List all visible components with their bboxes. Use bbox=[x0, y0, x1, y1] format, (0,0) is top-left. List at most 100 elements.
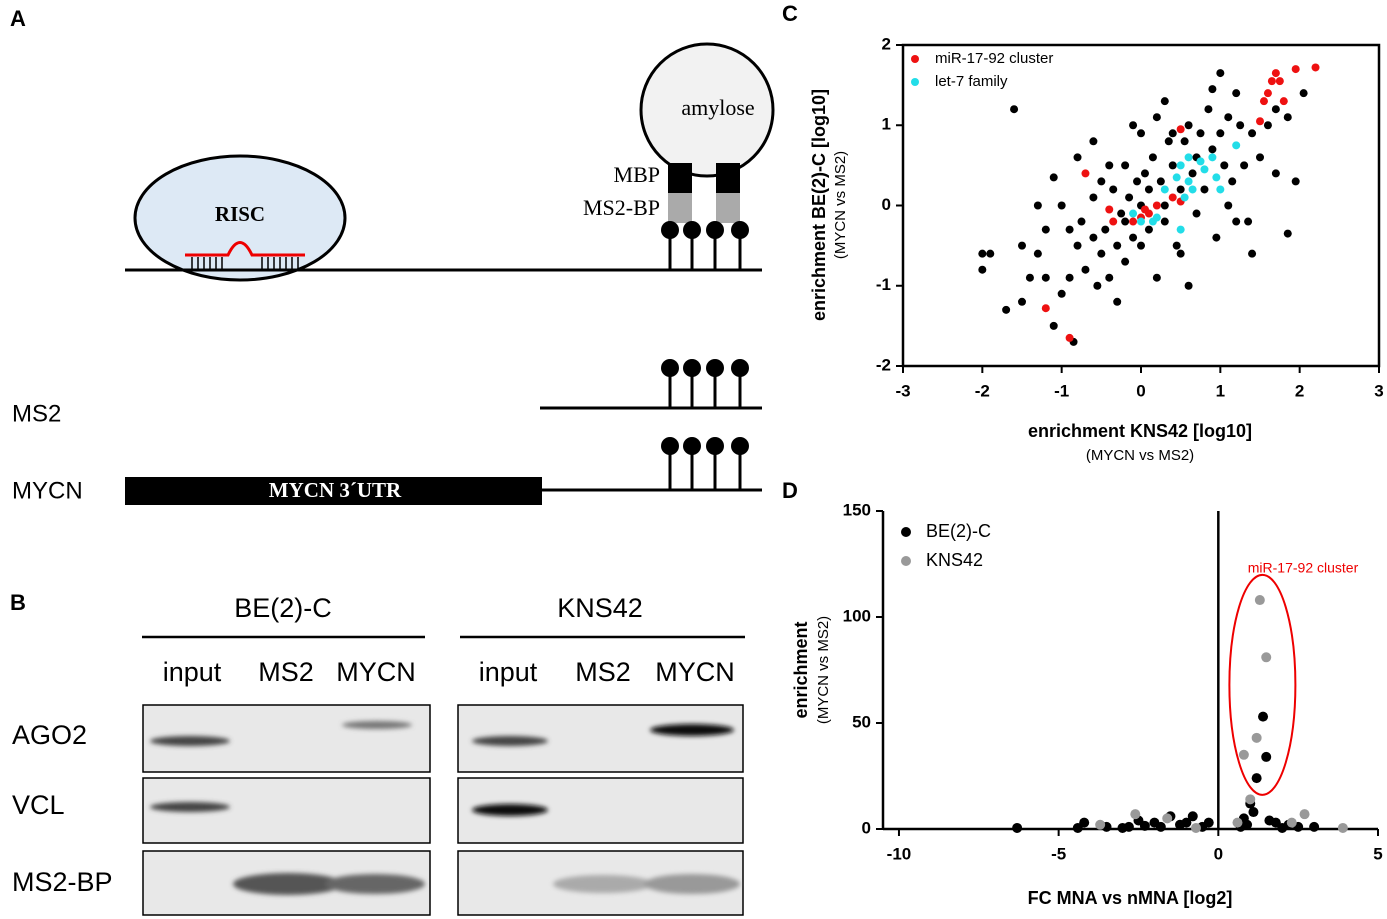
point bbox=[1105, 273, 1114, 282]
point bbox=[1152, 201, 1161, 210]
point bbox=[1258, 711, 1269, 722]
point bbox=[1204, 105, 1213, 114]
band bbox=[342, 721, 412, 729]
loop bbox=[706, 359, 724, 377]
panel-label: B bbox=[10, 590, 26, 615]
point bbox=[1097, 177, 1106, 186]
x-tick-label: 5 bbox=[1373, 844, 1382, 863]
point bbox=[1117, 822, 1128, 833]
base-pairs bbox=[191, 257, 299, 269]
point bbox=[1192, 209, 1201, 218]
point bbox=[1097, 249, 1106, 258]
band bbox=[150, 802, 230, 812]
point bbox=[1057, 201, 1066, 210]
point bbox=[1248, 807, 1259, 818]
point bbox=[1248, 249, 1257, 258]
point bbox=[1172, 241, 1181, 250]
point bbox=[1168, 161, 1177, 170]
band bbox=[553, 875, 653, 893]
point bbox=[1263, 121, 1272, 130]
amylose-label: amylose bbox=[681, 95, 754, 120]
lane-label: input bbox=[163, 657, 222, 687]
point bbox=[1033, 249, 1042, 258]
legend-label: KNS42 bbox=[926, 550, 983, 570]
annotation-ring bbox=[1228, 573, 1297, 796]
point bbox=[1073, 241, 1082, 250]
lane-label: MS2 bbox=[575, 657, 631, 687]
point bbox=[1168, 193, 1177, 202]
y-tick-label: 0 bbox=[862, 818, 871, 837]
band bbox=[472, 736, 548, 746]
loop bbox=[661, 359, 679, 377]
x-tick-label: -3 bbox=[895, 381, 910, 400]
loop bbox=[731, 437, 749, 455]
point bbox=[1152, 113, 1161, 122]
point bbox=[1049, 173, 1058, 182]
blot-row: AGO2 bbox=[12, 720, 87, 750]
point bbox=[1176, 185, 1185, 194]
point bbox=[1245, 794, 1256, 805]
point bbox=[1196, 129, 1205, 138]
point bbox=[1121, 217, 1130, 226]
point bbox=[1057, 289, 1066, 298]
point bbox=[1041, 304, 1050, 313]
point bbox=[1168, 129, 1177, 138]
loop bbox=[661, 221, 679, 239]
point bbox=[1002, 305, 1011, 314]
point bbox=[1160, 201, 1169, 210]
row-label: MYCN bbox=[12, 477, 83, 504]
point bbox=[1232, 141, 1241, 150]
band bbox=[644, 874, 740, 894]
point bbox=[1224, 113, 1233, 122]
point bbox=[1256, 153, 1264, 162]
point bbox=[1018, 297, 1026, 306]
legend-label: let-7 family bbox=[935, 73, 1008, 90]
point bbox=[1251, 732, 1262, 743]
point bbox=[1188, 185, 1197, 194]
point bbox=[1271, 105, 1280, 114]
point bbox=[1065, 273, 1074, 282]
lane-label: MYCN bbox=[655, 657, 735, 687]
y-tick-label: -1 bbox=[876, 275, 891, 294]
point bbox=[1188, 169, 1197, 178]
legend-marker bbox=[901, 527, 911, 537]
ms2-loops bbox=[661, 221, 749, 490]
point bbox=[1190, 822, 1201, 833]
point bbox=[1137, 129, 1145, 138]
point bbox=[1130, 809, 1141, 820]
ms2-bp-label: MS2-BP bbox=[583, 195, 660, 220]
point bbox=[1095, 819, 1106, 830]
panel-label: C bbox=[782, 1, 798, 26]
point bbox=[1089, 233, 1098, 242]
loop bbox=[731, 221, 749, 239]
point bbox=[1140, 169, 1149, 178]
point bbox=[1254, 595, 1265, 606]
x-tick-label: -10 bbox=[887, 844, 912, 863]
y-tick-label: 0 bbox=[882, 195, 891, 214]
point bbox=[1129, 209, 1138, 218]
utr-label: MYCN 3´UTR bbox=[269, 478, 402, 502]
x-axis-note: (MYCN vs MS2) bbox=[1086, 447, 1194, 464]
point bbox=[1267, 77, 1276, 86]
point bbox=[1089, 137, 1098, 146]
point bbox=[1216, 129, 1225, 138]
blot-group: BE(2)-C bbox=[234, 593, 332, 623]
point bbox=[1264, 815, 1275, 826]
point bbox=[1072, 822, 1083, 833]
point bbox=[1162, 813, 1173, 824]
x-tick-label: 1 bbox=[1216, 381, 1225, 400]
point bbox=[1129, 121, 1138, 130]
point bbox=[1212, 233, 1221, 242]
point bbox=[1137, 217, 1145, 226]
point bbox=[1259, 97, 1268, 106]
point bbox=[1220, 161, 1229, 170]
point bbox=[1208, 85, 1217, 94]
point bbox=[1256, 117, 1264, 126]
point bbox=[1176, 225, 1185, 234]
legend-label: BE(2)-C bbox=[926, 521, 991, 541]
point bbox=[1121, 257, 1130, 266]
point bbox=[1113, 241, 1122, 250]
point bbox=[1148, 217, 1157, 226]
ms2-bp bbox=[716, 193, 740, 223]
